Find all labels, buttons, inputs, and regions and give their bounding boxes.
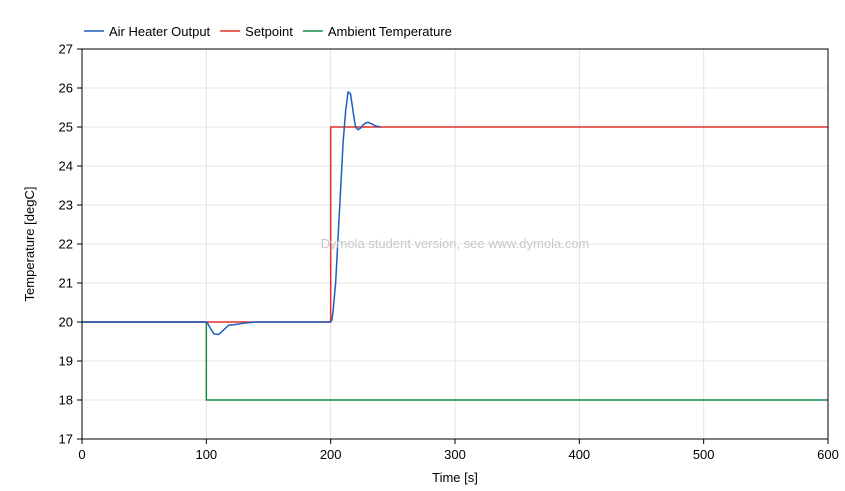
legend-label-setpoint: Setpoint: [245, 24, 293, 39]
y-tick-label: 22: [59, 237, 73, 252]
y-tick-label: 26: [59, 81, 73, 96]
x-tick-label: 600: [817, 447, 839, 462]
legend: Air Heater Output Setpoint Ambient Tempera…: [84, 24, 452, 39]
x-tick-label: 0: [78, 447, 85, 462]
y-tick-label: 27: [59, 42, 73, 57]
watermark: Dymola student version, see www.dymola.c…: [321, 236, 590, 251]
y-tick-label: 20: [59, 315, 73, 330]
y-tick-label: 21: [59, 276, 73, 291]
y-tick-label: 17: [59, 432, 73, 447]
y-tick-label: 23: [59, 198, 73, 213]
y-tick-label: 24: [59, 159, 73, 174]
y-axis-title: Temperature [degC]: [22, 187, 37, 302]
y-tick-label: 18: [59, 393, 73, 408]
x-tick-label: 400: [568, 447, 590, 462]
x-tick-label: 500: [693, 447, 715, 462]
x-axis-title: Time [s]: [432, 470, 478, 485]
x-tick-label: 100: [195, 447, 217, 462]
axis-ticks: 0 100 200 300 400 500 600 17 18 19 20 21 22 23 24 25 26 2…: [59, 42, 839, 463]
series-line-air-heater-output: [82, 91, 381, 336]
legend-label-air-heater-output: Air Heater Output: [109, 24, 211, 39]
y-tick-label: 19: [59, 354, 73, 369]
legend-label-ambient-temperature: Ambient Temperature: [328, 24, 452, 39]
x-tick-label: 200: [320, 447, 342, 462]
y-tick-label: 25: [59, 120, 73, 135]
series-lines: [82, 91, 828, 401]
x-tick-label: 300: [444, 447, 466, 462]
